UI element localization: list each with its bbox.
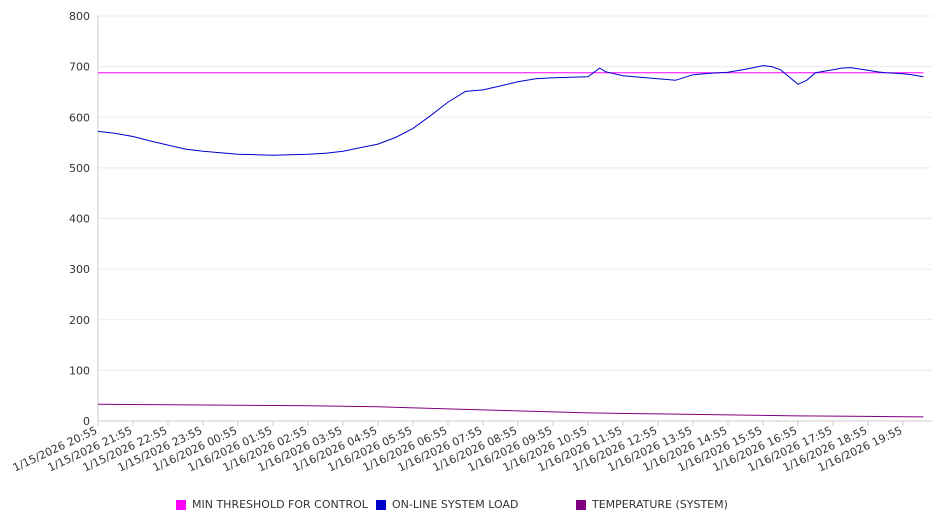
legend-label-threshold: MIN THRESHOLD FOR CONTROL bbox=[192, 498, 368, 511]
series-temperature-line bbox=[97, 403, 924, 418]
legend-label-temperature: TEMPERATURE (SYSTEM) bbox=[592, 498, 728, 511]
y-tick-label: 400 bbox=[69, 213, 90, 226]
axes bbox=[97, 16, 932, 426]
y-tick-labels: 0 100 200 300 400 500 600 700 800 bbox=[69, 10, 90, 428]
legend-item-threshold[interactable]: MIN THRESHOLD FOR CONTROL bbox=[176, 498, 368, 511]
x-tick-labels: 1/15/2026 20:551/15/2026 21:551/15/2026 … bbox=[11, 424, 905, 474]
legend-swatch-threshold bbox=[176, 499, 186, 510]
y-tick-label: 800 bbox=[69, 10, 90, 23]
series-system-load-line bbox=[97, 65, 924, 156]
y-tick-label: 500 bbox=[69, 162, 90, 175]
y-tick-label: 300 bbox=[69, 263, 90, 276]
series-lines bbox=[97, 65, 924, 418]
y-tick-label: 200 bbox=[69, 314, 90, 327]
y-tick-label: 0 bbox=[83, 415, 90, 428]
grid-lines bbox=[98, 15, 932, 371]
y-tick-label: 600 bbox=[69, 111, 90, 124]
legend-label-system-load: ON-LINE SYSTEM LOAD bbox=[392, 498, 519, 511]
chart-legend: MIN THRESHOLD FOR CONTROL ON-LINE SYSTEM… bbox=[0, 498, 946, 514]
y-tick-label: 100 bbox=[69, 364, 90, 377]
y-tick-label: 700 bbox=[69, 61, 90, 74]
legend-swatch-temperature bbox=[576, 499, 586, 510]
legend-item-temperature[interactable]: TEMPERATURE (SYSTEM) bbox=[576, 498, 728, 511]
legend-swatch-system-load bbox=[376, 499, 386, 510]
legend-item-system-load[interactable]: ON-LINE SYSTEM LOAD bbox=[376, 498, 518, 511]
